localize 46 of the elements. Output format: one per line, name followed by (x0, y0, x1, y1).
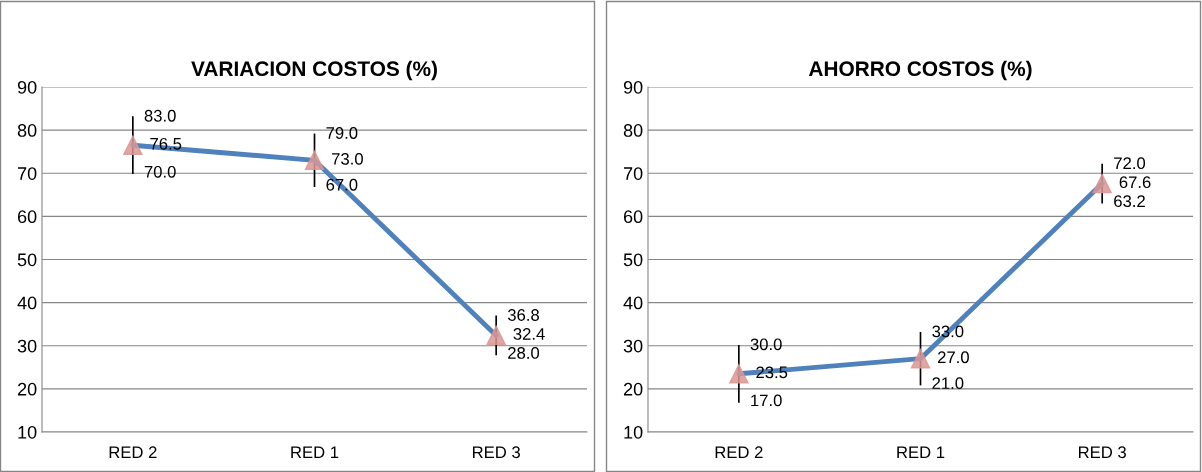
y-tick-label: 30 (17, 339, 37, 353)
annotation: 63.2 (1114, 195, 1145, 208)
annotation: 17.0 (751, 394, 782, 407)
point (729, 364, 749, 384)
y-tick-label: 20 (623, 382, 643, 396)
annotation: 72.0 (1114, 157, 1146, 170)
x-tick-label: RED 3 (472, 446, 520, 459)
x-tick-label: RED 1 (897, 446, 945, 458)
y-tick-label: 40 (17, 296, 37, 310)
annotation: 83.0 (144, 109, 176, 122)
chart-title: VARIACION COSTOS (%) (191, 60, 437, 81)
y-tick-label: 50 (623, 253, 643, 267)
point (123, 135, 143, 155)
point (304, 150, 325, 171)
y-tick-label: 10 (624, 425, 643, 439)
data-label: 32.4 (513, 328, 545, 340)
annotation: 36.8 (507, 309, 539, 321)
y-tick-label: 60 (623, 210, 643, 224)
chart-title: AHORRO COSTOS (%) (808, 60, 1032, 81)
annotation: 21.0 (932, 377, 964, 390)
y-tick-label: 20 (17, 382, 37, 396)
y-tick-label: 50 (17, 253, 37, 267)
y-tick-label: 10 (18, 425, 37, 439)
y-tick-label: 90 (17, 80, 37, 94)
annotation: 28.0 (508, 347, 540, 359)
data-label: 27.0 (938, 351, 969, 364)
x-tick-label: RED 2 (109, 446, 157, 458)
y-tick-label: 30 (623, 339, 643, 353)
point (1092, 173, 1112, 194)
y-tick-label: 70 (623, 167, 643, 180)
x-tick-label: RED 2 (715, 446, 763, 458)
x-tick-label: RED 3 (1078, 446, 1126, 459)
annotation: 70.0 (144, 165, 176, 178)
data-label: 73.0 (332, 152, 363, 165)
y-tick-label: 80 (17, 124, 37, 137)
data-label: 67.6 (1119, 176, 1151, 189)
y-tick-label: 80 (623, 124, 643, 137)
annotation: 30.0 (750, 338, 782, 351)
y-tick-label: 90 (623, 80, 643, 94)
y-tick-label: 60 (17, 210, 37, 224)
y-tick-label: 40 (623, 296, 643, 310)
annotation: 79.0 (326, 127, 358, 139)
x-tick-label: RED 1 (291, 446, 339, 458)
y-tick-label: 70 (17, 167, 37, 180)
point (486, 325, 506, 346)
point (910, 348, 931, 369)
